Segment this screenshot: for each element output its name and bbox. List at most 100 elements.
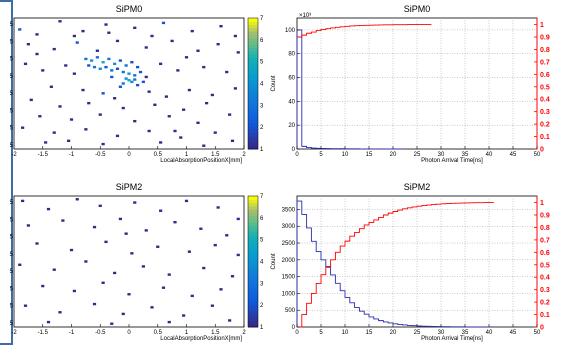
heatmap-cell [64, 64, 68, 67]
heatmap-cell [161, 286, 166, 289]
heatmap-cell [107, 31, 111, 34]
y-tick-label: 80 [288, 52, 295, 58]
palette-step [248, 287, 258, 292]
y-tick-label: 5 [10, 321, 14, 327]
y-tick-label: 5 [10, 252, 14, 258]
x-tick-label: 20 [390, 330, 397, 336]
palette-tick-label: 5 [260, 238, 264, 244]
palette-tick-label: 1 [260, 147, 264, 153]
x-tick-label: 0.5 [154, 152, 163, 158]
heatmap-cell [219, 24, 223, 28]
x-tick-label: 15 [366, 152, 373, 158]
heatmap-cell [127, 72, 131, 75]
palette-tick-label: 7 [260, 16, 264, 22]
heatmap-cell [127, 293, 131, 296]
palette-step [248, 80, 258, 84]
palette-step [248, 225, 258, 230]
palette-step [248, 232, 258, 236]
x-tick-label: -0.5 [95, 330, 106, 336]
y-axis-label: Count [271, 253, 277, 269]
heatmap-cell [21, 199, 25, 203]
palette-step [248, 47, 258, 52]
palette-tick-label: 7 [260, 194, 264, 200]
y-tick-label: 5 [10, 108, 14, 114]
palette-step [248, 323, 258, 328]
heatmap-cell [58, 20, 62, 23]
x-tick-label: 25 [414, 152, 421, 158]
heatmap-cell [104, 240, 108, 244]
heatmap-cell [176, 69, 180, 72]
heatmap-cell [216, 206, 220, 209]
x-tick-label: -2 [11, 152, 17, 158]
heatmap-cell [210, 304, 214, 307]
palette-step [248, 139, 258, 143]
right-tick-label: 0.8 [540, 47, 550, 54]
heatmap-cell [173, 221, 177, 224]
palette-step [248, 96, 258, 101]
heatmap-cell [153, 103, 157, 106]
heatmap-cell [133, 78, 137, 81]
y-tick-label: 0 [292, 147, 296, 153]
palette-step [248, 317, 258, 321]
y-tick-label: 5 [10, 22, 14, 28]
heatmap-cell [202, 65, 206, 69]
palette-tick-label: 4 [260, 82, 264, 88]
plot-frame [13, 195, 245, 328]
x-tick-label: -0.5 [95, 152, 106, 158]
palette-tick-label: 1 [260, 325, 264, 331]
palette-tick-label: 6 [260, 38, 264, 44]
palette-step [248, 320, 258, 325]
heatmap-cell [23, 304, 28, 307]
heatmap-cell [199, 227, 203, 230]
heatmap-cell [210, 93, 214, 97]
palette-step [248, 222, 258, 226]
palette-step [248, 248, 258, 253]
x-tick-label: 0 [295, 152, 299, 158]
heatmap-cell [18, 263, 22, 266]
palette-tick-label: 4 [260, 260, 264, 266]
y-tick-label: 100 [285, 28, 296, 34]
x-tick-label: 45 [510, 152, 517, 158]
heatmap-cell [190, 294, 194, 298]
palette-step [248, 18, 258, 22]
palette-step [248, 235, 258, 240]
x-axis-label: Photon Arrival Time[ns] [421, 336, 483, 342]
heatmap-cell [167, 115, 171, 118]
x-tick-label: 0 [127, 330, 131, 336]
heatmap-cell [26, 43, 30, 46]
right-tick-label: 1 [540, 200, 544, 207]
x-tick-label: 0 [295, 330, 299, 336]
palette-step [248, 24, 258, 29]
heatmap-cell [144, 46, 148, 49]
palette-step [248, 126, 258, 130]
heatmap-cell [184, 199, 189, 203]
palette-step [248, 241, 258, 246]
heatmap-cell [107, 57, 111, 61]
palette-step [248, 76, 258, 81]
heatmap-cell [173, 129, 177, 133]
heatmap-cell [159, 62, 163, 66]
palette-step [248, 300, 258, 305]
heatmap-cell [187, 88, 191, 92]
heatmap-cell [150, 34, 154, 38]
right-tick-label: 0.5 [540, 84, 550, 91]
y-tick-label: 5 [10, 74, 14, 80]
x-axis-label: LocalAbsorptionPositionX[mm] [160, 158, 242, 164]
y-tick-label: 5 [10, 126, 14, 132]
palette-step [248, 199, 258, 204]
x-tick-label: -1 [69, 152, 75, 158]
heatmap-cell [84, 128, 88, 131]
palette-step [248, 261, 258, 266]
x-tick-label: 0 [127, 152, 131, 158]
chart-p2: SiPM2 -2 -1.5 -1 -0.5 0 0.5 1 1.5 2 5 5 5 5 5 5 5 5 1 2 3 4 5 6… [10, 182, 264, 342]
heatmap-cell [84, 57, 88, 61]
heatmap-cell [213, 243, 217, 247]
palette-step [248, 215, 258, 220]
palette-step [248, 67, 258, 71]
heatmap-cell [228, 113, 232, 116]
palette-tick-label: 6 [260, 216, 264, 222]
heatmap-cell [147, 90, 151, 93]
palette-step [248, 297, 258, 302]
heatmap-cell [121, 70, 125, 74]
heatmap-cell [150, 306, 154, 309]
